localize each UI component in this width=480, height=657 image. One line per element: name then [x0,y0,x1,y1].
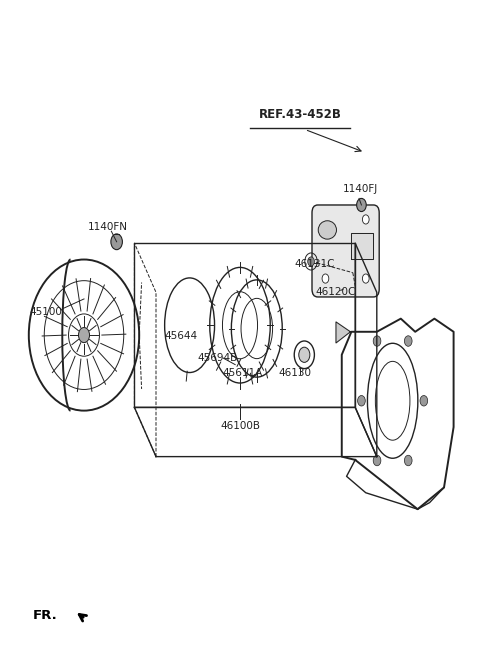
Text: 46120C: 46120C [316,287,356,298]
Circle shape [79,328,89,343]
Circle shape [308,257,314,266]
Circle shape [373,336,381,346]
Circle shape [404,455,412,466]
Circle shape [111,234,122,250]
Circle shape [362,215,369,224]
Circle shape [299,347,310,363]
Polygon shape [336,322,350,343]
Circle shape [404,336,412,346]
Text: 45100: 45100 [29,307,62,317]
Text: 46100B: 46100B [220,420,260,431]
Text: FR.: FR. [33,609,58,622]
Text: REF.43-452B: REF.43-452B [259,108,341,122]
Circle shape [358,396,365,406]
Text: 45611A: 45611A [222,368,263,378]
Circle shape [420,396,428,406]
Text: 46131C: 46131C [294,259,335,269]
Ellipse shape [318,221,336,239]
Circle shape [373,455,381,466]
FancyBboxPatch shape [312,205,379,297]
Text: 45694B: 45694B [198,353,238,363]
Text: 1140FJ: 1140FJ [342,183,378,194]
Circle shape [322,274,329,283]
Polygon shape [351,233,373,259]
Text: 45644: 45644 [165,331,198,342]
Circle shape [362,274,369,283]
Circle shape [357,198,366,212]
Text: 1140FN: 1140FN [88,221,128,232]
Text: 46130: 46130 [279,368,312,378]
